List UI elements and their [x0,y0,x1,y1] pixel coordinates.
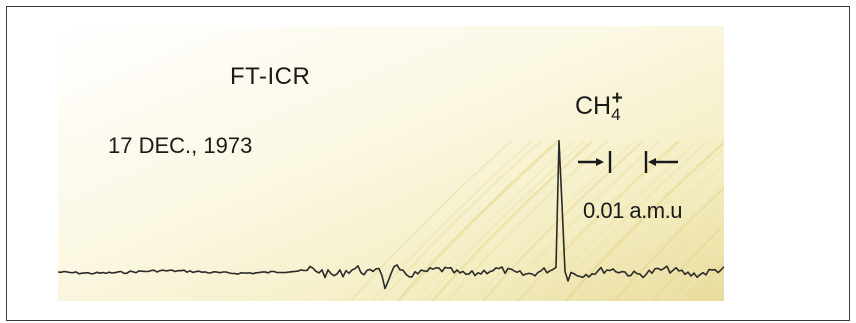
paper-streak [628,200,724,301]
paper-streak [652,223,724,301]
paper-background [58,26,724,301]
paper-streak [396,139,560,301]
spectrum-trace [58,139,724,290]
paper-streak [572,148,724,301]
paper-streak [350,140,512,301]
technique-label: FT-ICR [230,63,311,90]
ion-subscript: 4 [611,105,621,124]
resolution-label: 0.01 a.m.u [583,198,682,223]
paper-streak [498,140,660,301]
resolution-marker-icon [578,151,678,173]
paper-streak [564,140,724,301]
ion-charge: + [611,88,623,109]
paper-streak [675,247,724,301]
paper-streak [688,260,724,301]
spectrum-svg [58,26,724,301]
paper-streak [660,231,724,301]
ion-formula: CH [575,92,612,120]
paper-streak [431,140,594,301]
paper-texture [350,139,724,301]
spectrum-plot [58,26,724,301]
peak-label: CH4+ [575,88,623,125]
paper-streak [587,162,724,301]
date-label: 17 DEC., 1973 [108,133,253,158]
paper-streak [482,140,644,301]
paper-streak [413,140,575,301]
paper-streak [629,201,724,301]
paper-streak [547,140,710,301]
paper-streak [613,186,724,301]
paper-streak [380,140,542,301]
